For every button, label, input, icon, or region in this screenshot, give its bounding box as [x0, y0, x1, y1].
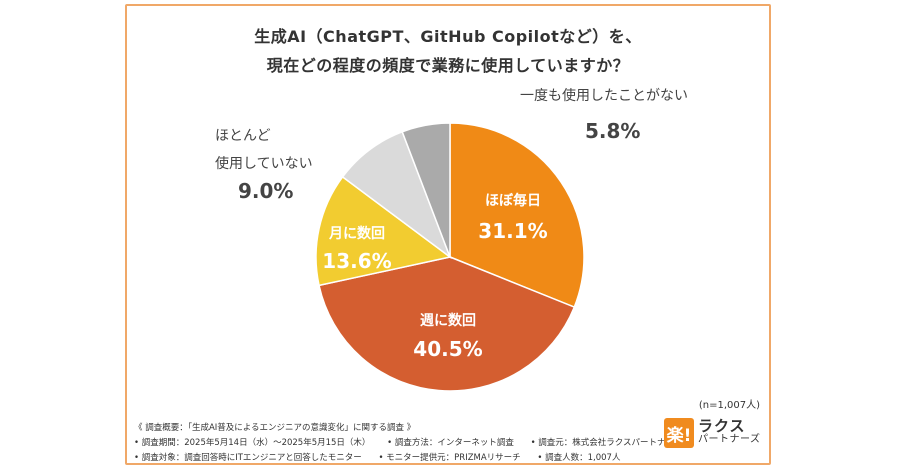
survey-period: • 調査期間：2025年5月14日（水）〜2025年5月15日（木）	[134, 438, 371, 448]
slice-weekly	[318, 256, 576, 392]
company-logo: 楽! ラクス パートナーズ	[664, 418, 761, 448]
slice-label-never: 一度も使用したことがない	[520, 87, 688, 104]
slice-label-daily: ほぼ毎日	[485, 192, 541, 209]
survey-method: • 調査方法：インターネット調査	[387, 438, 514, 448]
logo-name: ラクス	[698, 417, 746, 435]
survey-info: 《 調査概要：「生成AI普及によるエンジニアの意識変化」に関する調査 》 • 調…	[134, 421, 696, 466]
survey-target: • 調査対象：調査回答時にITエンジニアと回答したモニター	[134, 453, 362, 463]
slice-value-never: 5.8%	[585, 119, 640, 143]
slice-value-weekly: 40.5%	[413, 337, 482, 361]
slice-label-weekly: 週に数回	[420, 312, 476, 329]
slice-monthly	[315, 175, 452, 287]
slice-never	[401, 122, 451, 258]
survey-overview: 《 調査概要：「生成AI普及によるエンジニアの意識変化」に関する調査 》	[134, 423, 416, 433]
survey-source: • 調査元：株式会社ラクスパートナーズ	[530, 438, 683, 448]
logo-sub: パートナーズ	[698, 434, 761, 445]
slice-label-monthly: 月に数回	[328, 225, 385, 242]
logo-mark: 楽!	[664, 418, 694, 448]
slice-value-daily: 31.1%	[478, 219, 547, 243]
survey-provider: • モニター提供元：PRIZMAリサーチ	[378, 453, 521, 463]
slice-daily	[449, 122, 585, 309]
chart-title-line1: 生成AI（ChatGPT、GitHub Copilotなど）を、	[254, 27, 642, 46]
survey-count: • 調査人数：1,007人	[537, 453, 621, 463]
sample-size-note: (n=1,007人)	[698, 400, 760, 411]
slice-label-rarely-line2: 使用していない	[215, 155, 313, 172]
slice-label-rarely-line1: ほとんど	[215, 128, 271, 144]
slice-value-monthly: 13.6%	[322, 249, 391, 273]
chart-title-line2: 現在どの程度の頻度で業務に使用していますか？	[266, 56, 630, 75]
slice-value-rarely: 9.0%	[238, 179, 293, 203]
